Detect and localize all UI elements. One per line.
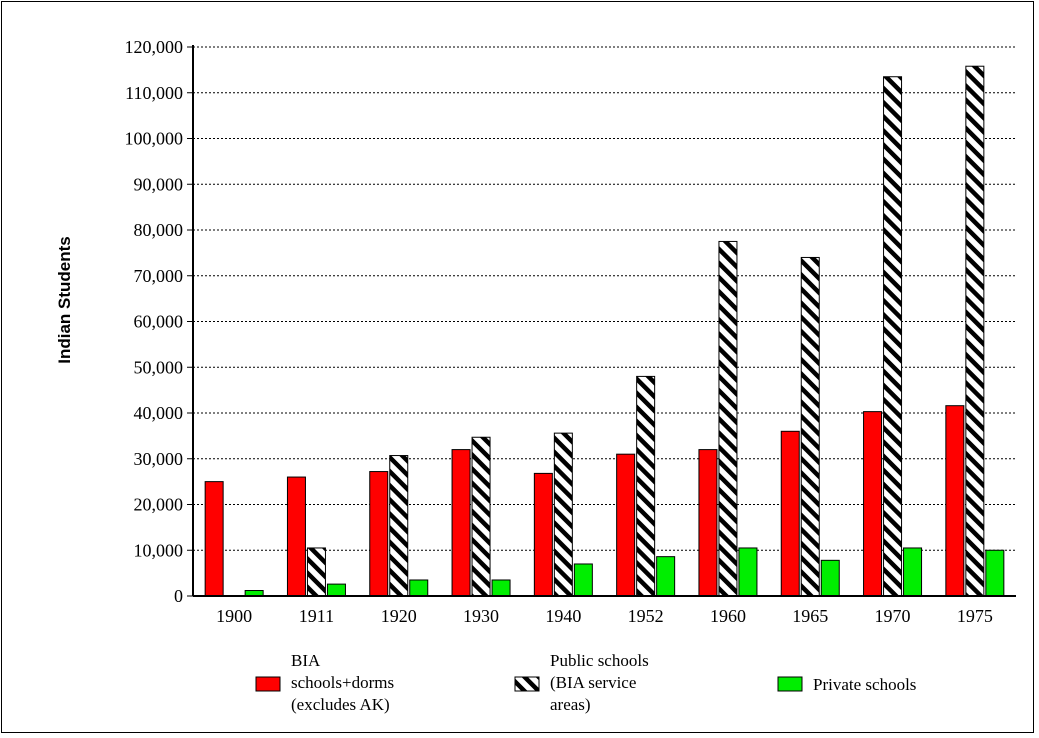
bar-1960-series-3 [738, 547, 758, 597]
legend-swatch-series-2 [514, 676, 540, 692]
bar-1975-series-1 [945, 405, 965, 597]
bar-1952-series-2 [636, 375, 656, 597]
bar-1930-series-1 [451, 449, 471, 597]
axes [187, 45, 1016, 597]
bar-1920-series-2 [389, 455, 409, 597]
x-tick-label: 1911 [299, 606, 334, 626]
bar-1920-series-1 [369, 471, 389, 597]
y-tick-label: 40,000 [134, 403, 184, 423]
bar-1940-series-3 [573, 563, 593, 597]
x-tick-label: 1940 [545, 606, 581, 626]
y-tick-label: 90,000 [134, 174, 184, 194]
y-tick-label: 50,000 [134, 357, 184, 377]
y-tick-label: 70,000 [134, 266, 184, 286]
x-tick-label: 1900 [216, 606, 252, 626]
bars [204, 65, 1005, 597]
y-tick-label: 0 [174, 586, 183, 606]
y-tick-label: 80,000 [134, 220, 184, 240]
x-tick-label: 1970 [875, 606, 911, 626]
bar-1952-series-1 [616, 453, 636, 597]
y-tick-label: 30,000 [134, 449, 184, 469]
legend-label-series-1: (excludes AK) [291, 695, 390, 714]
y-tick-label: 110,000 [125, 83, 183, 103]
y-tick-label: 20,000 [134, 495, 184, 515]
bar-1900-series-1 [204, 481, 224, 597]
legend-label-series-2: areas) [550, 695, 591, 714]
legend-label-series-2: Public schools [550, 651, 649, 670]
bar-1970-series-2 [883, 76, 903, 597]
bar-1975-series-3 [985, 549, 1005, 597]
x-tick-label: 1975 [957, 606, 993, 626]
bar-1911-series-1 [286, 476, 306, 597]
bar-1920-series-3 [409, 579, 429, 597]
bar-1975-series-2 [965, 65, 985, 597]
bar-1940-series-1 [533, 472, 553, 597]
x-tick-label: 1952 [628, 606, 664, 626]
legend-label-series-1: BIA [291, 651, 321, 670]
x-tick-labels: 1900 1911 1920 1930 1940 1952 1960 1965 1970 1975 [216, 606, 993, 626]
legend-swatch-series-3 [777, 676, 803, 692]
legend-label-series-1: schools+dorms [291, 673, 394, 692]
bar-1930-series-3 [491, 579, 511, 597]
y-tick-label: 100,000 [125, 129, 184, 149]
legend: BIA schools+dorms (excludes AK) Public scho… [255, 651, 916, 714]
x-tick-label: 1960 [710, 606, 746, 626]
y-tick-labels: 0 10,000 20,000 30,000 40,000 50,000 60,000 70,… [125, 37, 184, 606]
bar-1930-series-2 [471, 436, 491, 597]
y-axis-label: Indian Students [55, 236, 74, 364]
bar-1965-series-3 [820, 559, 840, 597]
y-tick-label: 120,000 [125, 37, 184, 57]
legend-label-series-3: Private schools [813, 675, 916, 694]
x-tick-label: 1930 [463, 606, 499, 626]
legend-swatch-series-1 [255, 676, 281, 692]
x-tick-label: 1965 [792, 606, 828, 626]
bar-1911-series-3 [326, 583, 346, 597]
bar-1970-series-3 [903, 547, 923, 597]
bar-1965-series-2 [800, 256, 820, 597]
y-tick-label: 10,000 [134, 540, 184, 560]
bar-1970-series-1 [863, 411, 883, 597]
bar-1960-series-2 [718, 240, 738, 597]
bar-1965-series-1 [780, 430, 800, 597]
y-tick-label: 60,000 [134, 312, 184, 332]
x-tick-label: 1920 [381, 606, 417, 626]
bar-1911-series-2 [306, 547, 326, 597]
legend-label-series-2: (BIA service [550, 673, 636, 692]
bar-1952-series-3 [656, 556, 676, 597]
bar-1960-series-1 [698, 449, 718, 597]
bar-1940-series-2 [553, 432, 573, 597]
